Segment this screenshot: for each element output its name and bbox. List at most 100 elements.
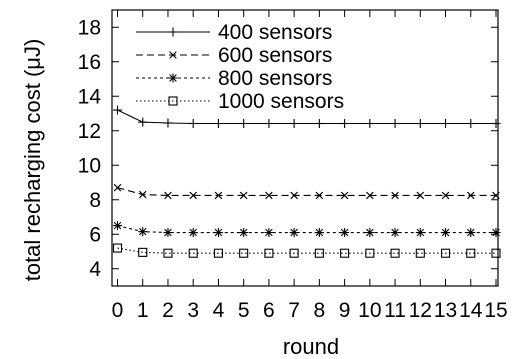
legend-label: 600 sensors bbox=[218, 44, 332, 67]
data-point-cross bbox=[239, 191, 248, 200]
data-point-asterisk bbox=[365, 228, 375, 238]
x-tick-label: 14 bbox=[459, 299, 483, 322]
data-point-cross bbox=[492, 191, 500, 200]
y-tick-label: 16 bbox=[78, 51, 101, 74]
data-point-square bbox=[314, 248, 324, 258]
data-point-asterisk bbox=[264, 228, 274, 238]
data-point-asterisk bbox=[213, 228, 223, 238]
data-point-asterisk bbox=[491, 228, 501, 238]
data-point-asterisk bbox=[314, 228, 324, 238]
data-point-square bbox=[163, 248, 173, 258]
x-tick-label: 9 bbox=[339, 299, 351, 322]
data-point-cross bbox=[467, 191, 475, 200]
data-point-square bbox=[264, 248, 274, 258]
data-point-square bbox=[365, 248, 375, 258]
data-point-cross bbox=[113, 183, 122, 192]
data-point-plus bbox=[390, 119, 400, 129]
data-point-asterisk bbox=[390, 228, 400, 238]
y-tick-label: 12 bbox=[78, 120, 101, 143]
data-point-cross bbox=[265, 191, 273, 200]
data-point-plus bbox=[365, 119, 375, 129]
data-point-asterisk bbox=[239, 228, 249, 238]
x-tick-label: 7 bbox=[288, 299, 300, 322]
data-point-square bbox=[239, 248, 249, 258]
data-point-square bbox=[213, 248, 223, 258]
legend-label: 1000 sensors bbox=[218, 90, 344, 113]
data-point-square bbox=[340, 248, 350, 258]
series-1000-sensors bbox=[112, 243, 501, 258]
series-line bbox=[117, 225, 496, 234]
plot-frame bbox=[111, 9, 499, 287]
x-tick-label: 5 bbox=[238, 299, 250, 322]
y-tick-label: 6 bbox=[89, 223, 101, 246]
data-point-cross bbox=[391, 191, 399, 200]
data-point-asterisk bbox=[113, 221, 122, 231]
x-tick-label: 10 bbox=[358, 299, 381, 322]
data-point-square bbox=[112, 243, 123, 253]
series-800-sensors bbox=[113, 221, 501, 238]
legend-entry: 600 sensors bbox=[136, 44, 332, 67]
x-tick-label: 13 bbox=[434, 299, 457, 322]
legend-label: 400 sensors bbox=[218, 21, 332, 44]
x-tick-label: 3 bbox=[187, 299, 199, 322]
data-point-plus bbox=[188, 119, 198, 129]
data-point-plus bbox=[289, 119, 299, 129]
data-point-cross bbox=[169, 51, 177, 59]
x-tick-label: 11 bbox=[384, 299, 406, 322]
data-point-square bbox=[415, 248, 425, 258]
data-point-plus bbox=[168, 27, 178, 37]
data-point-asterisk bbox=[289, 228, 299, 238]
data-point-square bbox=[440, 248, 451, 258]
legend-entry: 400 sensors bbox=[136, 21, 332, 44]
data-point-plus bbox=[239, 119, 249, 129]
data-point-cross bbox=[416, 191, 425, 200]
x-tick-label: 0 bbox=[112, 299, 124, 322]
data-point-cross bbox=[366, 191, 374, 200]
data-point-plus bbox=[113, 105, 122, 115]
data-point-plus bbox=[264, 119, 274, 129]
data-point-plus bbox=[415, 119, 425, 129]
legend-entry: 800 sensors bbox=[136, 67, 332, 90]
data-point-square bbox=[138, 247, 148, 257]
data-point-square bbox=[289, 248, 299, 258]
data-point-plus bbox=[138, 117, 148, 127]
data-point-plus bbox=[466, 119, 476, 129]
data-point-square bbox=[466, 248, 476, 258]
series-line bbox=[117, 247, 496, 254]
x-tick-label: 8 bbox=[314, 299, 326, 322]
data-point-asterisk bbox=[163, 228, 173, 238]
data-point-cross bbox=[315, 191, 324, 200]
y-axis-title: total recharging cost (μJ) bbox=[20, 39, 45, 282]
x-tick-label: 4 bbox=[213, 299, 225, 322]
data-point-square bbox=[491, 248, 501, 258]
data-point-asterisk bbox=[441, 228, 451, 238]
x-tick-label: 6 bbox=[263, 299, 275, 322]
x-tick-label: 15 bbox=[484, 299, 507, 322]
y-tick-label: 8 bbox=[89, 189, 101, 212]
data-point-square bbox=[188, 248, 198, 258]
data-point-plus bbox=[491, 119, 501, 129]
data-point-asterisk bbox=[188, 228, 198, 238]
x-tick-label: 1 bbox=[137, 299, 149, 322]
x-tick-label: 2 bbox=[162, 299, 174, 322]
x-axis-title: round bbox=[283, 334, 339, 359]
data-point-cross bbox=[164, 191, 172, 200]
data-point-plus bbox=[163, 118, 173, 128]
data-point-cross bbox=[138, 190, 147, 199]
series-600-sensors bbox=[113, 183, 500, 200]
y-tick-label: 18 bbox=[78, 16, 101, 39]
series-line bbox=[117, 109, 496, 125]
data-point-asterisk bbox=[168, 73, 178, 83]
data-point-plus bbox=[340, 119, 350, 129]
data-point-cross bbox=[214, 191, 223, 200]
data-point-plus bbox=[314, 119, 324, 129]
data-point-square bbox=[168, 96, 178, 106]
data-point-plus bbox=[441, 119, 451, 129]
data-point-cross bbox=[290, 191, 298, 200]
data-point-cross bbox=[189, 191, 197, 200]
data-point-asterisk bbox=[340, 228, 350, 238]
y-tick-label: 14 bbox=[78, 85, 102, 108]
data-point-plus bbox=[213, 119, 223, 129]
